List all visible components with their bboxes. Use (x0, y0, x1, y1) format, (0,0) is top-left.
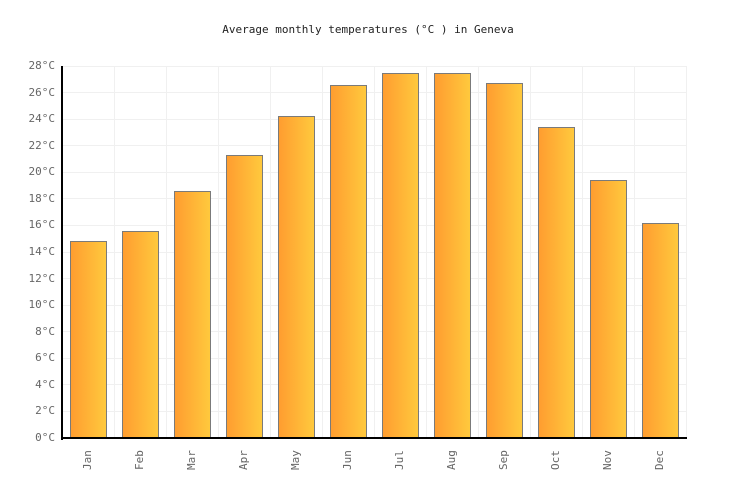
y-axis-tick-label: 18°C (28, 191, 56, 205)
bar-mar (174, 191, 211, 438)
y-axis-tick-label: 20°C (28, 165, 56, 179)
chart-title: Average monthly temperatures (°C ) in Ge… (222, 23, 514, 36)
x-axis-tick-label: Mar (185, 450, 198, 470)
v-gridline (529, 66, 531, 438)
bar-sep (486, 83, 523, 438)
bar-aug (434, 73, 471, 438)
y-axis-tick-label: 12°C (28, 271, 56, 285)
y-axis-tick-label: 22°C (28, 138, 56, 152)
x-axis-tick-label: Feb (133, 450, 146, 470)
y-axis-tick-label: 28°C (28, 59, 56, 72)
y-axis-line (61, 66, 63, 440)
bar-jul (382, 73, 419, 438)
y-axis-tick-label: 0°C (35, 431, 55, 444)
bar-may (278, 116, 315, 438)
x-axis-tick-label: Jan (81, 450, 94, 470)
x-axis-tick-label: Jun (341, 450, 354, 470)
y-axis-tick-label: 8°C (35, 324, 55, 338)
y-axis-tick-label: 4°C (35, 377, 55, 391)
x-axis-tick-label: Oct (549, 450, 562, 470)
bar-jan (70, 241, 107, 438)
y-axis-tick-label: 6°C (35, 351, 55, 365)
y-axis-tick-label: 26°C (28, 85, 56, 99)
x-axis-tick-label: Apr (237, 450, 250, 470)
x-axis-tick-label: Jul (393, 450, 406, 470)
y-axis-tick-label: 2°C (35, 404, 55, 418)
x-axis-tick-label: Nov (601, 450, 614, 470)
bar-dec (642, 223, 679, 438)
v-gridline (217, 66, 219, 438)
bar-nov (590, 180, 627, 438)
x-axis-tick-label: May (289, 450, 302, 470)
y-axis-tick-label: 10°C (28, 298, 56, 312)
x-axis-tick-label: Dec (653, 450, 666, 470)
v-gridline (165, 66, 167, 438)
y-axis-tick-label: 14°C (28, 245, 56, 258)
v-gridline (477, 66, 479, 438)
v-gridline (581, 66, 583, 438)
x-axis-tick-label: Aug (445, 450, 458, 470)
v-gridline (113, 66, 115, 438)
v-gridline (425, 66, 427, 438)
v-gridline (633, 66, 635, 438)
y-axis-tick-label: 16°C (28, 218, 56, 232)
bar-oct (538, 127, 575, 438)
x-axis-tick-label: Sep (497, 450, 510, 470)
v-gridline (373, 66, 375, 438)
v-gridline (321, 66, 323, 438)
v-gridline (685, 66, 687, 438)
bar-apr (226, 155, 263, 438)
x-axis-line (61, 437, 687, 439)
bar-jun (330, 85, 367, 438)
bar-feb (122, 231, 159, 438)
v-gridline (269, 66, 271, 438)
y-axis-tick-label: 24°C (28, 112, 56, 126)
